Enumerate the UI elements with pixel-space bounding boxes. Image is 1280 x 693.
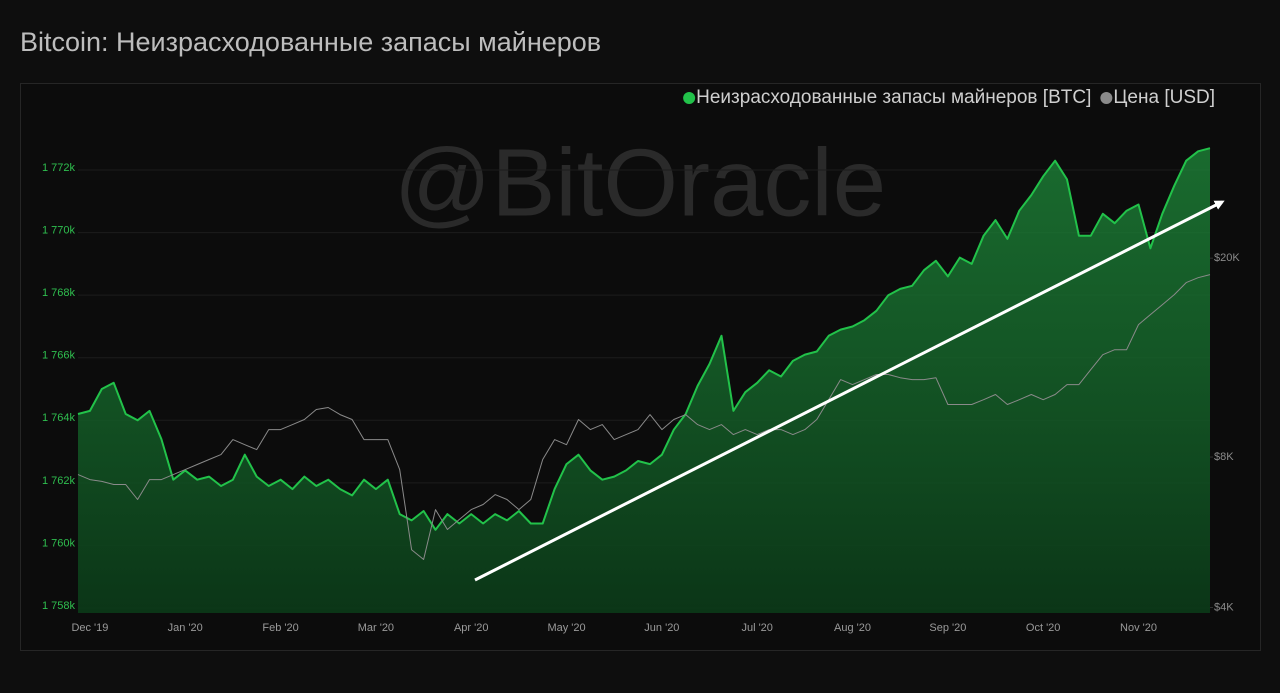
x-tick-label: Jan '20 xyxy=(168,622,203,634)
series-line xyxy=(77,274,1211,560)
y2-tick-label: $4K xyxy=(1214,601,1234,613)
legend-label: Цена [USD] xyxy=(1113,87,1215,108)
x-tick-label: Jul '20 xyxy=(741,622,772,634)
x-tick-label: Apr '20 xyxy=(454,622,489,634)
y-tick-label: 1 768k xyxy=(42,287,76,299)
y-tick-label: 1 758k xyxy=(42,600,76,612)
y-tick-label: 1 764k xyxy=(42,412,76,424)
chart-title: Bitcoin: Неизрасходованные запасы майнер… xyxy=(20,27,601,57)
watermark: @BitOracle xyxy=(394,129,886,236)
legend-swatch xyxy=(1100,92,1113,104)
x-tick-label: Nov '20 xyxy=(1120,622,1157,634)
legend-swatch xyxy=(683,92,696,104)
x-tick-label: Oct '20 xyxy=(1026,622,1061,634)
plot xyxy=(77,147,1211,613)
x-tick-label: Dec '19 xyxy=(71,622,108,634)
x-tick-label: Mar '20 xyxy=(358,622,394,634)
area-fill xyxy=(78,148,1210,613)
legend-label: Неизрасходованные запасы майнеров [BTC] xyxy=(696,87,1091,108)
y-tick-label: 1 770k xyxy=(42,225,76,237)
x-tick-label: Feb '20 xyxy=(262,622,298,634)
y2-tick-label: $8K xyxy=(1214,451,1234,463)
y-tick-label: 1 766k xyxy=(42,350,76,362)
y2-tick-label: $20K xyxy=(1214,252,1240,264)
trend-arrow xyxy=(474,200,1225,582)
y-tick-label: 1 762k xyxy=(42,475,76,487)
x-tick-label: Sep '20 xyxy=(929,622,966,634)
x-tick-label: May '20 xyxy=(547,622,585,634)
x-tick-label: Jun '20 xyxy=(644,622,679,634)
y-tick-label: 1 760k xyxy=(42,537,76,549)
legend: Цена [USD] Неизрасходованные запасы майне… xyxy=(683,87,1215,108)
series-line xyxy=(77,147,1211,531)
x-tick-label: Aug '20 xyxy=(834,622,871,634)
y-tick-label: 1 772k xyxy=(42,162,76,174)
